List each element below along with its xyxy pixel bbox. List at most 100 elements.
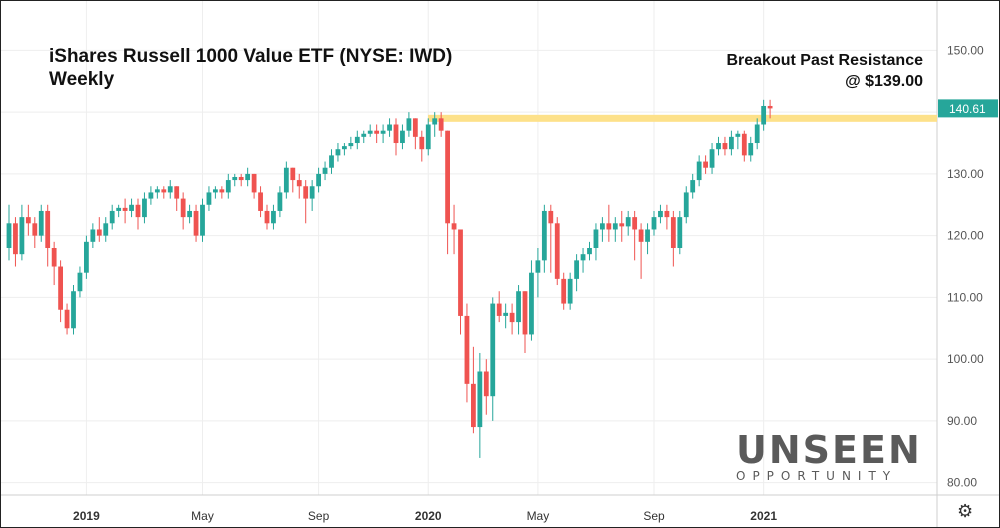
candle-body [187,210,192,218]
candle-body [670,217,676,248]
x-tick-label: 2021 [750,509,777,523]
candle-body [180,198,186,218]
candle-body [225,180,231,193]
candle-body [393,124,399,144]
candle-body [367,130,373,134]
candle-body [664,210,670,218]
candle-body [477,371,483,428]
candle-body [600,223,605,230]
candle-body [348,143,354,147]
candle-body [619,223,625,227]
x-tick-label: May [191,509,214,523]
candle-body [412,118,418,137]
candle-body [277,192,283,211]
candle-body [722,143,728,150]
candle-body [32,223,38,236]
candle-body [541,210,547,261]
x-tick-label: 2020 [415,509,442,523]
candle-body [64,309,70,329]
candle-body [303,186,309,199]
candle-body [754,124,760,144]
candle-body [335,149,341,156]
y-tick-label: 110.00 [947,290,983,304]
candle-body [25,217,31,224]
candle-body [632,217,638,230]
x-tick-label: Sep [308,509,330,523]
candle-body [574,260,579,279]
candle-body [122,207,128,211]
candle-body [561,278,567,304]
candle-body [400,130,405,144]
candle-body [483,371,489,397]
candle-body [6,223,12,248]
candle-body [213,189,218,193]
candle-body [625,217,631,227]
candle-body [522,291,528,335]
candle-body [651,217,657,230]
candle-body [374,130,380,134]
candle-body [329,155,334,168]
gear-icon[interactable]: ⚙ [957,501,974,521]
chart-title: iShares Russell 1000 Value ETF (NYSE: IW… [49,45,452,91]
candle-body [135,204,141,218]
candle-body [342,146,347,150]
candle-body [38,210,44,236]
chart-title-line2: Weekly [49,69,115,90]
candle-body [612,223,618,230]
candle-body [129,204,134,211]
candle-body [432,118,438,125]
logo-wordmark: UNSEEN [736,428,922,472]
candle-body [703,161,708,168]
candle-body [316,173,321,187]
candle-body [193,210,199,236]
candle-body [206,192,212,205]
candle-body [174,186,180,199]
candle-body [19,217,25,255]
y-tick-label: 150.00 [947,43,984,57]
candle-body [406,118,412,131]
candle-body [735,133,741,137]
candle-body [77,272,83,292]
candle-body [593,229,599,248]
breakout-annotation-line1: Breakout Past Resistance [726,52,923,69]
candle-body [283,167,289,193]
candle-body [238,176,244,181]
breakout-annotation-line2: @ $139.00 [845,73,923,90]
candle-body [490,303,496,397]
candle-body [580,254,586,261]
candle-body [677,217,683,248]
candle-body [142,198,147,218]
candle-body [116,207,122,211]
candle-body [445,130,450,224]
candle-body [587,248,592,255]
candle-body [45,210,51,248]
candle-body [51,248,57,267]
candle-body [96,229,102,236]
candle-body [535,260,541,273]
candle-body [258,192,263,211]
x-tick-label: May [527,509,550,523]
candle-body [529,272,534,335]
candle-body [296,180,302,187]
y-tick-label: 90.00 [947,414,977,428]
candle-body [709,149,715,168]
candle-body [548,210,554,224]
breakout-annotation: Breakout Past Resistance @ $139.00 [726,50,923,92]
candle-body [419,136,425,150]
y-tick-label: 100.00 [947,352,984,366]
candle-body [741,133,747,156]
candle-body [232,176,238,181]
candle-body [84,241,89,273]
candle-body [748,143,754,156]
chart-title-line1: iShares Russell 1000 Value ETF (NYSE: IW… [49,46,453,67]
candle-body [425,124,431,150]
candle-body [690,180,696,193]
candle-body [658,210,663,218]
candle-body [200,204,205,236]
candle-body [361,133,367,137]
candle-body [683,192,689,218]
candle-body [729,136,734,150]
candle-body [71,291,76,329]
candle-body [761,105,767,125]
candle-body [606,223,612,230]
